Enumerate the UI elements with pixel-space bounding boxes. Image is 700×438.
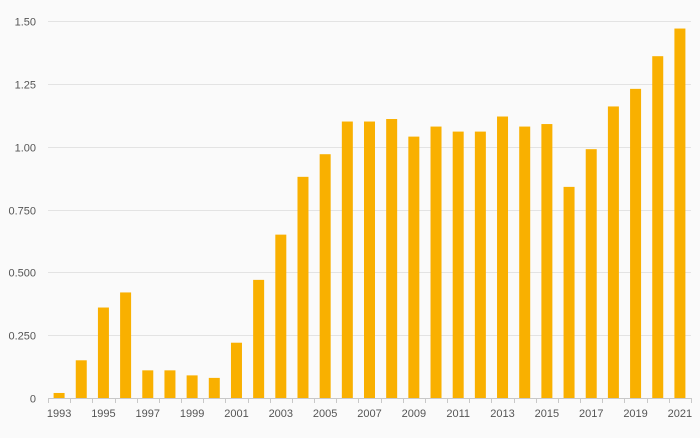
bar-1998[interactable]: [164, 370, 176, 398]
x-tick-label: 2011: [446, 408, 470, 420]
bar-2002[interactable]: [253, 279, 265, 398]
y-tick-label: 1.00: [15, 143, 36, 155]
bar-2014[interactable]: [519, 126, 531, 398]
x-tick-label: 2007: [357, 408, 381, 420]
y-tick-label: 0.250: [8, 331, 36, 343]
bar-2020[interactable]: [652, 56, 664, 398]
bar-1997[interactable]: [142, 370, 154, 398]
x-tick-label: 2009: [402, 408, 426, 420]
bars: [53, 28, 686, 399]
bar-1999[interactable]: [186, 375, 198, 398]
bar-2019[interactable]: [630, 88, 642, 399]
x-tick-label: 1993: [47, 408, 71, 420]
x-tick-label: 2013: [490, 408, 514, 420]
bar-1994[interactable]: [75, 360, 87, 398]
x-tick-label: 2005: [313, 408, 337, 420]
bar-2003[interactable]: [275, 234, 287, 398]
bar-1995[interactable]: [97, 307, 109, 398]
x-tick-label: 2021: [668, 408, 692, 420]
x-axis: [48, 398, 692, 403]
y-tick-label: 0.750: [8, 206, 36, 218]
bar-2005[interactable]: [319, 154, 331, 398]
bar-2011[interactable]: [452, 131, 464, 398]
x-tick-label: 1995: [91, 408, 115, 420]
bar-2013[interactable]: [497, 116, 509, 398]
x-tick-label: 2015: [535, 408, 559, 420]
bar-1993[interactable]: [53, 392, 65, 398]
bar-2018[interactable]: [607, 106, 619, 398]
bar-2017[interactable]: [585, 149, 597, 398]
x-tick-label: 2001: [224, 408, 248, 420]
x-tick-label: 2017: [579, 408, 603, 420]
bar-2015[interactable]: [541, 124, 553, 399]
bar-2012[interactable]: [474, 131, 486, 398]
x-tick-label: 1999: [180, 408, 204, 420]
bar-2010[interactable]: [430, 126, 442, 398]
bar-2008[interactable]: [386, 119, 398, 399]
bar-2007[interactable]: [364, 121, 375, 398]
x-tick-label: 2019: [623, 408, 647, 420]
y-tick-label: 0: [30, 394, 36, 406]
y-tick-label: 1.50: [15, 17, 36, 29]
x-tick-label: 1997: [136, 408, 160, 420]
y-tick-label: 0.500: [8, 268, 36, 280]
bar-2004[interactable]: [297, 176, 309, 398]
bar-2009[interactable]: [408, 136, 420, 399]
bar-2001[interactable]: [230, 342, 242, 398]
tick-labels: 0 0.250 0.500 0.750 1.00 1.25 1.50 1993 1995 1997…: [8, 17, 692, 421]
bar-2016[interactable]: [563, 186, 575, 398]
bar-1996[interactable]: [120, 292, 132, 398]
y-tick-label: 1.25: [15, 80, 36, 92]
bar-2006[interactable]: [341, 121, 353, 398]
bar-2021[interactable]: [674, 28, 686, 398]
x-tick-label: 2003: [269, 408, 293, 420]
bar-2000[interactable]: [208, 377, 220, 398]
